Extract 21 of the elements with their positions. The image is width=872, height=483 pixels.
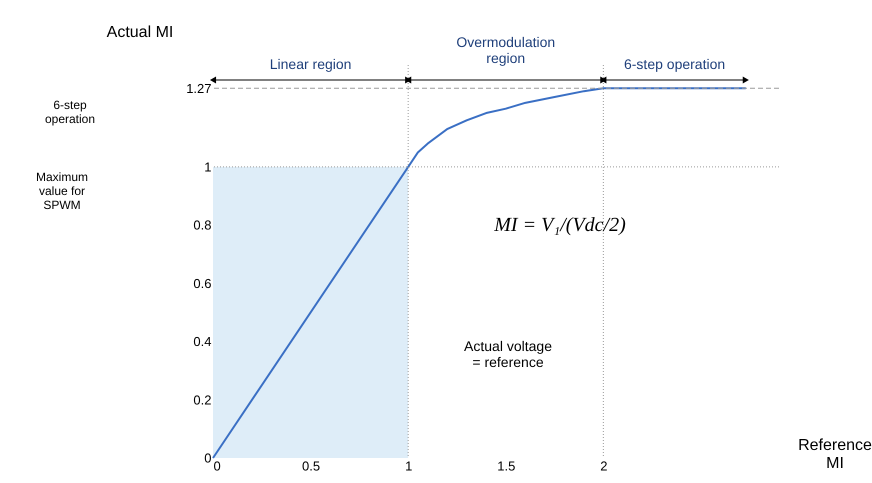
x-tick-label: 1.5 (497, 458, 516, 474)
x-tick-label: 1 (405, 458, 412, 474)
text: 6-step operation (44, 98, 96, 126)
x-tick-label: 0.5 (302, 458, 320, 474)
text: Maximum value for SPWM (36, 170, 88, 212)
x-tick-label: 0 (214, 458, 221, 474)
x-tick-label: 2 (600, 458, 608, 474)
y-tick-label: 0.2 (193, 392, 212, 408)
annotation: Actual voltage = reference (464, 338, 552, 370)
annotation: Overmodulation region (456, 34, 556, 66)
annotation: MI = V₁/(Vdc/2) (493, 214, 626, 236)
x-axis-title: Reference MI (798, 437, 872, 472)
annotation: 6-step operation (624, 56, 726, 72)
line-series (212, 87, 747, 459)
y-tick-label: 0.6 (193, 276, 212, 291)
y-tick-label: 1.27 (186, 80, 212, 96)
y-tick-label: 1 (204, 159, 212, 174)
y-tick-label: 0.4 (193, 334, 212, 350)
y-tick-label: 0.8 (193, 218, 212, 233)
annotation: Linear region (270, 56, 352, 72)
y-axis-title: Actual MI (106, 24, 174, 41)
